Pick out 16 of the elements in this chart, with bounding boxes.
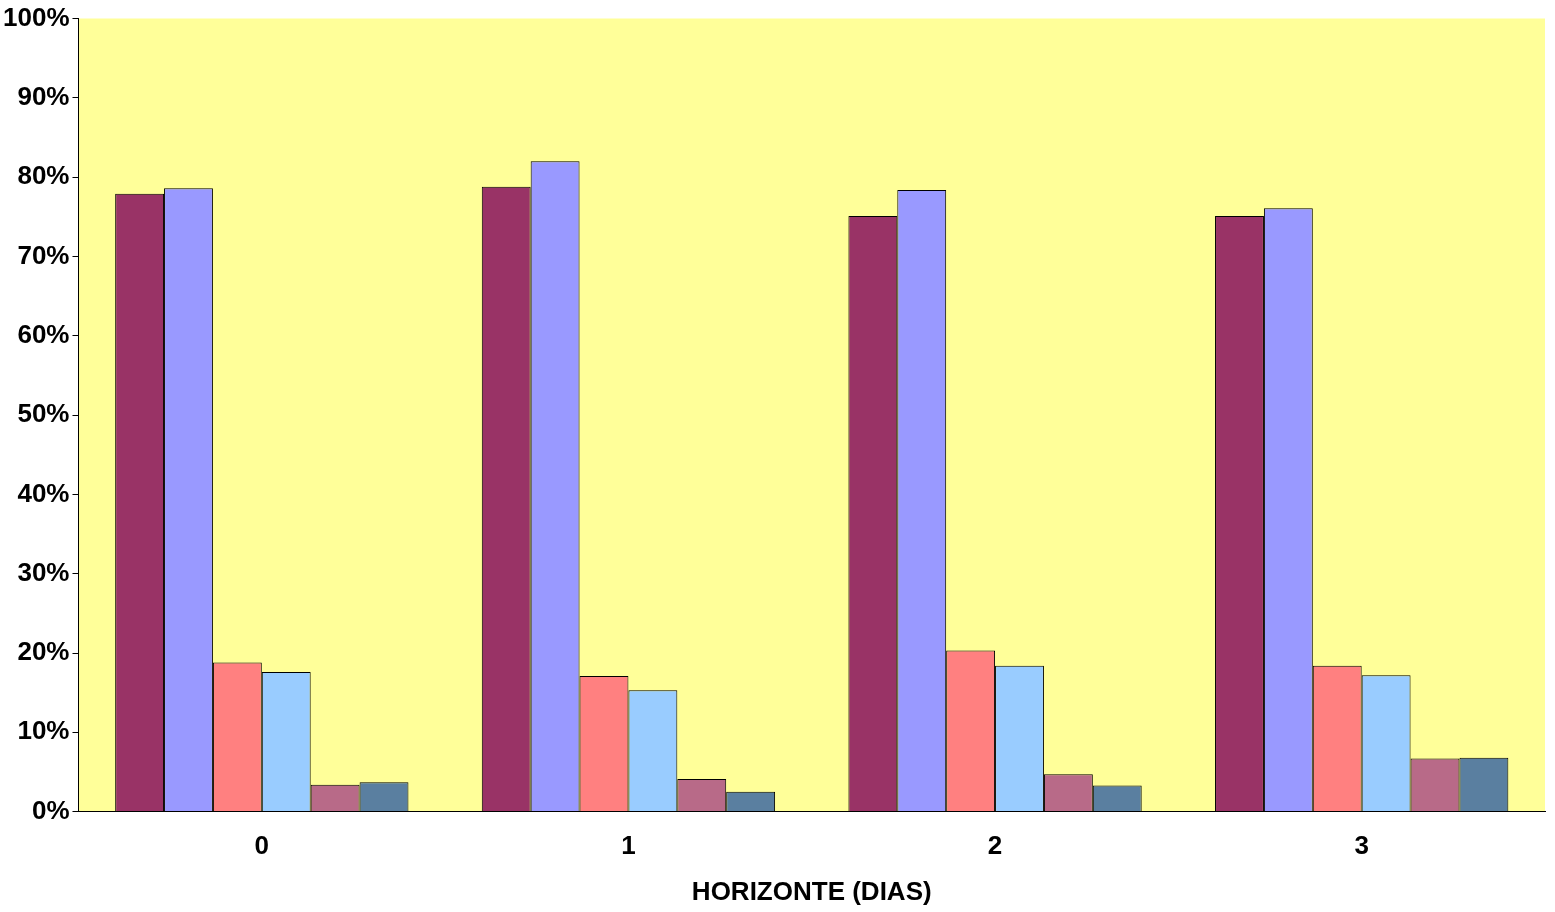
y-tick-label: 20% — [17, 636, 70, 667]
x-tick-label: 1 — [621, 830, 636, 861]
x-tick-label: 2 — [987, 830, 1003, 861]
x-tick-label: 0 — [254, 830, 270, 861]
y-tick-label: 70% — [17, 239, 70, 270]
y-tick-label: 0% — [31, 794, 70, 825]
y-tick-label: 50% — [17, 398, 70, 429]
y-tick-label: 100% — [3, 1, 70, 32]
x-tick-label: 3 — [1354, 830, 1369, 861]
x-axis-title: HORIZONTE (DIAS) — [691, 875, 932, 906]
y-tick-label: 30% — [17, 556, 70, 587]
y-tick-label: 10% — [17, 715, 70, 746]
y-tick-label: 60% — [17, 318, 70, 349]
y-tick-label: 40% — [17, 477, 70, 508]
y-tick-label: 80% — [17, 160, 70, 191]
y-tick-label: 90% — [17, 81, 70, 112]
